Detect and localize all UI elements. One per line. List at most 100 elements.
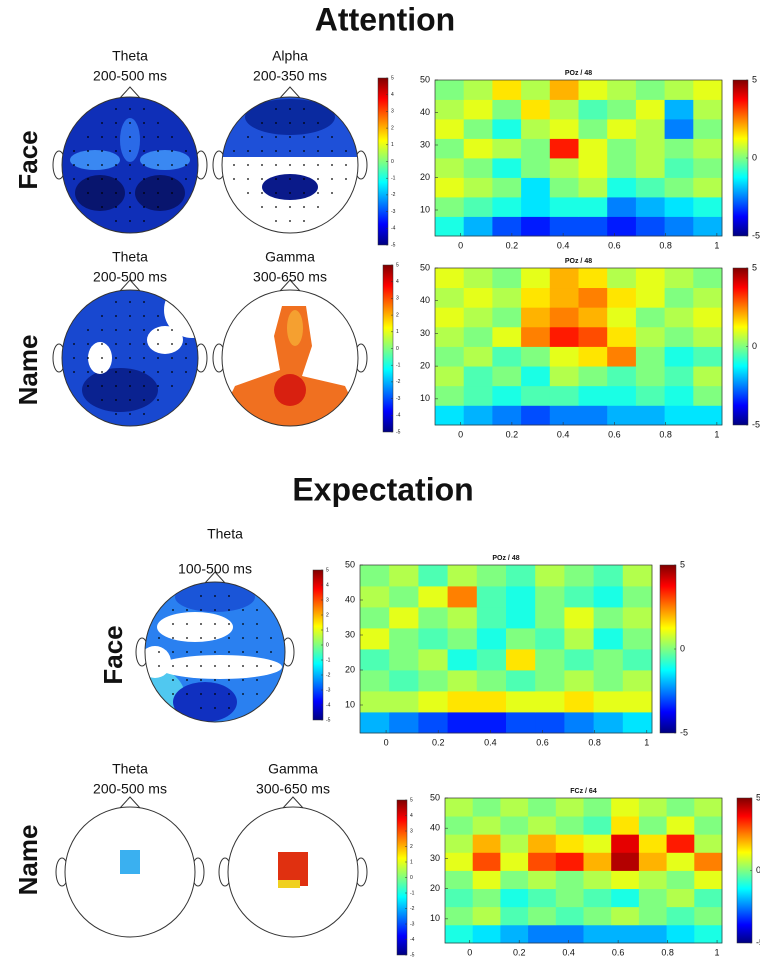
heatmap-cell [636,119,665,139]
heatmap-cell [636,217,665,237]
heatmap-cell [464,80,493,100]
heatmap-cell [639,798,667,817]
heatmap-cell [445,816,473,835]
heatmap-cell [556,834,584,853]
heatmap-cell [665,366,694,386]
heatmap-cell [623,712,653,733]
heatmap-cell [448,691,478,712]
topomap-nose [120,797,140,808]
topomap-fill [125,582,285,725]
heatmap-cell [521,217,550,237]
heatmap-cell [445,889,473,908]
heatmap-cell [521,366,550,386]
heatmap-cell [473,834,501,853]
heatmap-cell [448,712,478,733]
topomap [219,797,367,937]
heatmap-cell [473,798,501,817]
heatmap-cell [492,119,521,139]
heatmap-cell [564,712,594,733]
heatmap-cell [667,798,695,817]
heatmap-cell [448,607,478,628]
heatmap-cell [445,907,473,926]
heatmap-cell [636,268,665,288]
heatmap-cell [607,139,636,159]
colorbar-tick-label: -5 [326,717,331,723]
heatmap-cell [584,889,612,908]
heatmap-cell [492,158,521,178]
topomap-band: Theta [112,249,148,265]
heatmap-cell [636,197,665,217]
heatmap-cell [693,178,722,198]
heatmap-cell [579,347,608,367]
topomap-band: Theta [112,761,148,777]
colorbar-tick-label: 5 [391,75,394,81]
heatmap-cell [521,139,550,159]
colorbar-tick-label: -5 [756,937,760,947]
heatmap-cell [418,586,448,607]
heatmap-cell [492,386,521,406]
heatmap-cell [550,307,579,327]
colorbar-tick-label: -2 [391,192,396,198]
heatmap-cell [667,889,695,908]
x-tick-label: 0.6 [608,429,621,439]
heatmap-cell [579,158,608,178]
heatmap-cell [464,386,493,406]
heatmap-cell [521,178,550,198]
heatmap-cell [464,268,493,288]
y-tick-label: 20 [430,883,440,893]
heatmap-cell [492,405,521,425]
topomap [125,572,294,725]
heatmap-cell [665,197,694,217]
row-label: Name [13,335,43,406]
heatmap-cell [435,307,464,327]
heatmap-cell [492,100,521,120]
heatmap-cell [464,405,493,425]
heatmap-cell [448,670,478,691]
y-tick-label: 50 [420,262,430,272]
heatmap-cell [636,100,665,120]
heatmap-cell [360,712,390,733]
x-tick-label: 0 [458,429,463,439]
heatmap-title: FCz / 64 [570,788,597,795]
colorbar-tick-label: -4 [391,226,396,232]
heatmap-cell [693,327,722,347]
heatmap-cell [607,178,636,198]
heatmap-cell [464,158,493,178]
heatmap-cell [535,607,565,628]
heatmap-cell [535,586,565,607]
heatmap-cell [492,327,521,347]
heatmap-cell [550,327,579,347]
heatmap-cell [636,307,665,327]
heatmap-cell [694,871,722,890]
heatmap-cell [584,798,612,817]
colorbar-tick-label: -5 [391,242,396,248]
topomap-window: 100-500 ms [178,561,252,577]
colorbar-tick-label: 5 [756,792,760,802]
heatmap-cell [623,586,653,607]
heatmap-cell [535,670,565,691]
heatmap-cell [418,628,448,649]
heatmap-cell [693,217,722,237]
heatmap-cell [579,366,608,386]
topomap [53,87,207,233]
heatmap-cell [550,178,579,198]
heatmap-cell [611,871,639,890]
heatmap-cell [607,405,636,425]
heatmap-cell [360,649,390,670]
topomap-nose [280,87,300,98]
heatmap-cell [693,197,722,217]
heatmap-cell [550,366,579,386]
heatmap-cell [607,366,636,386]
heatmap-cell [464,327,493,347]
heatmap-cell [584,834,612,853]
heatmap-cell [521,197,550,217]
heatmap-cell [693,307,722,327]
section-title: Expectation [292,471,473,507]
colorbar [660,565,676,733]
heatmap-cell [693,80,722,100]
heatmap-cell [594,586,624,607]
heatmap-cell [389,607,419,628]
heatmap-cell [464,347,493,367]
heatmap-cell [579,327,608,347]
heatmap-cell [636,347,665,367]
